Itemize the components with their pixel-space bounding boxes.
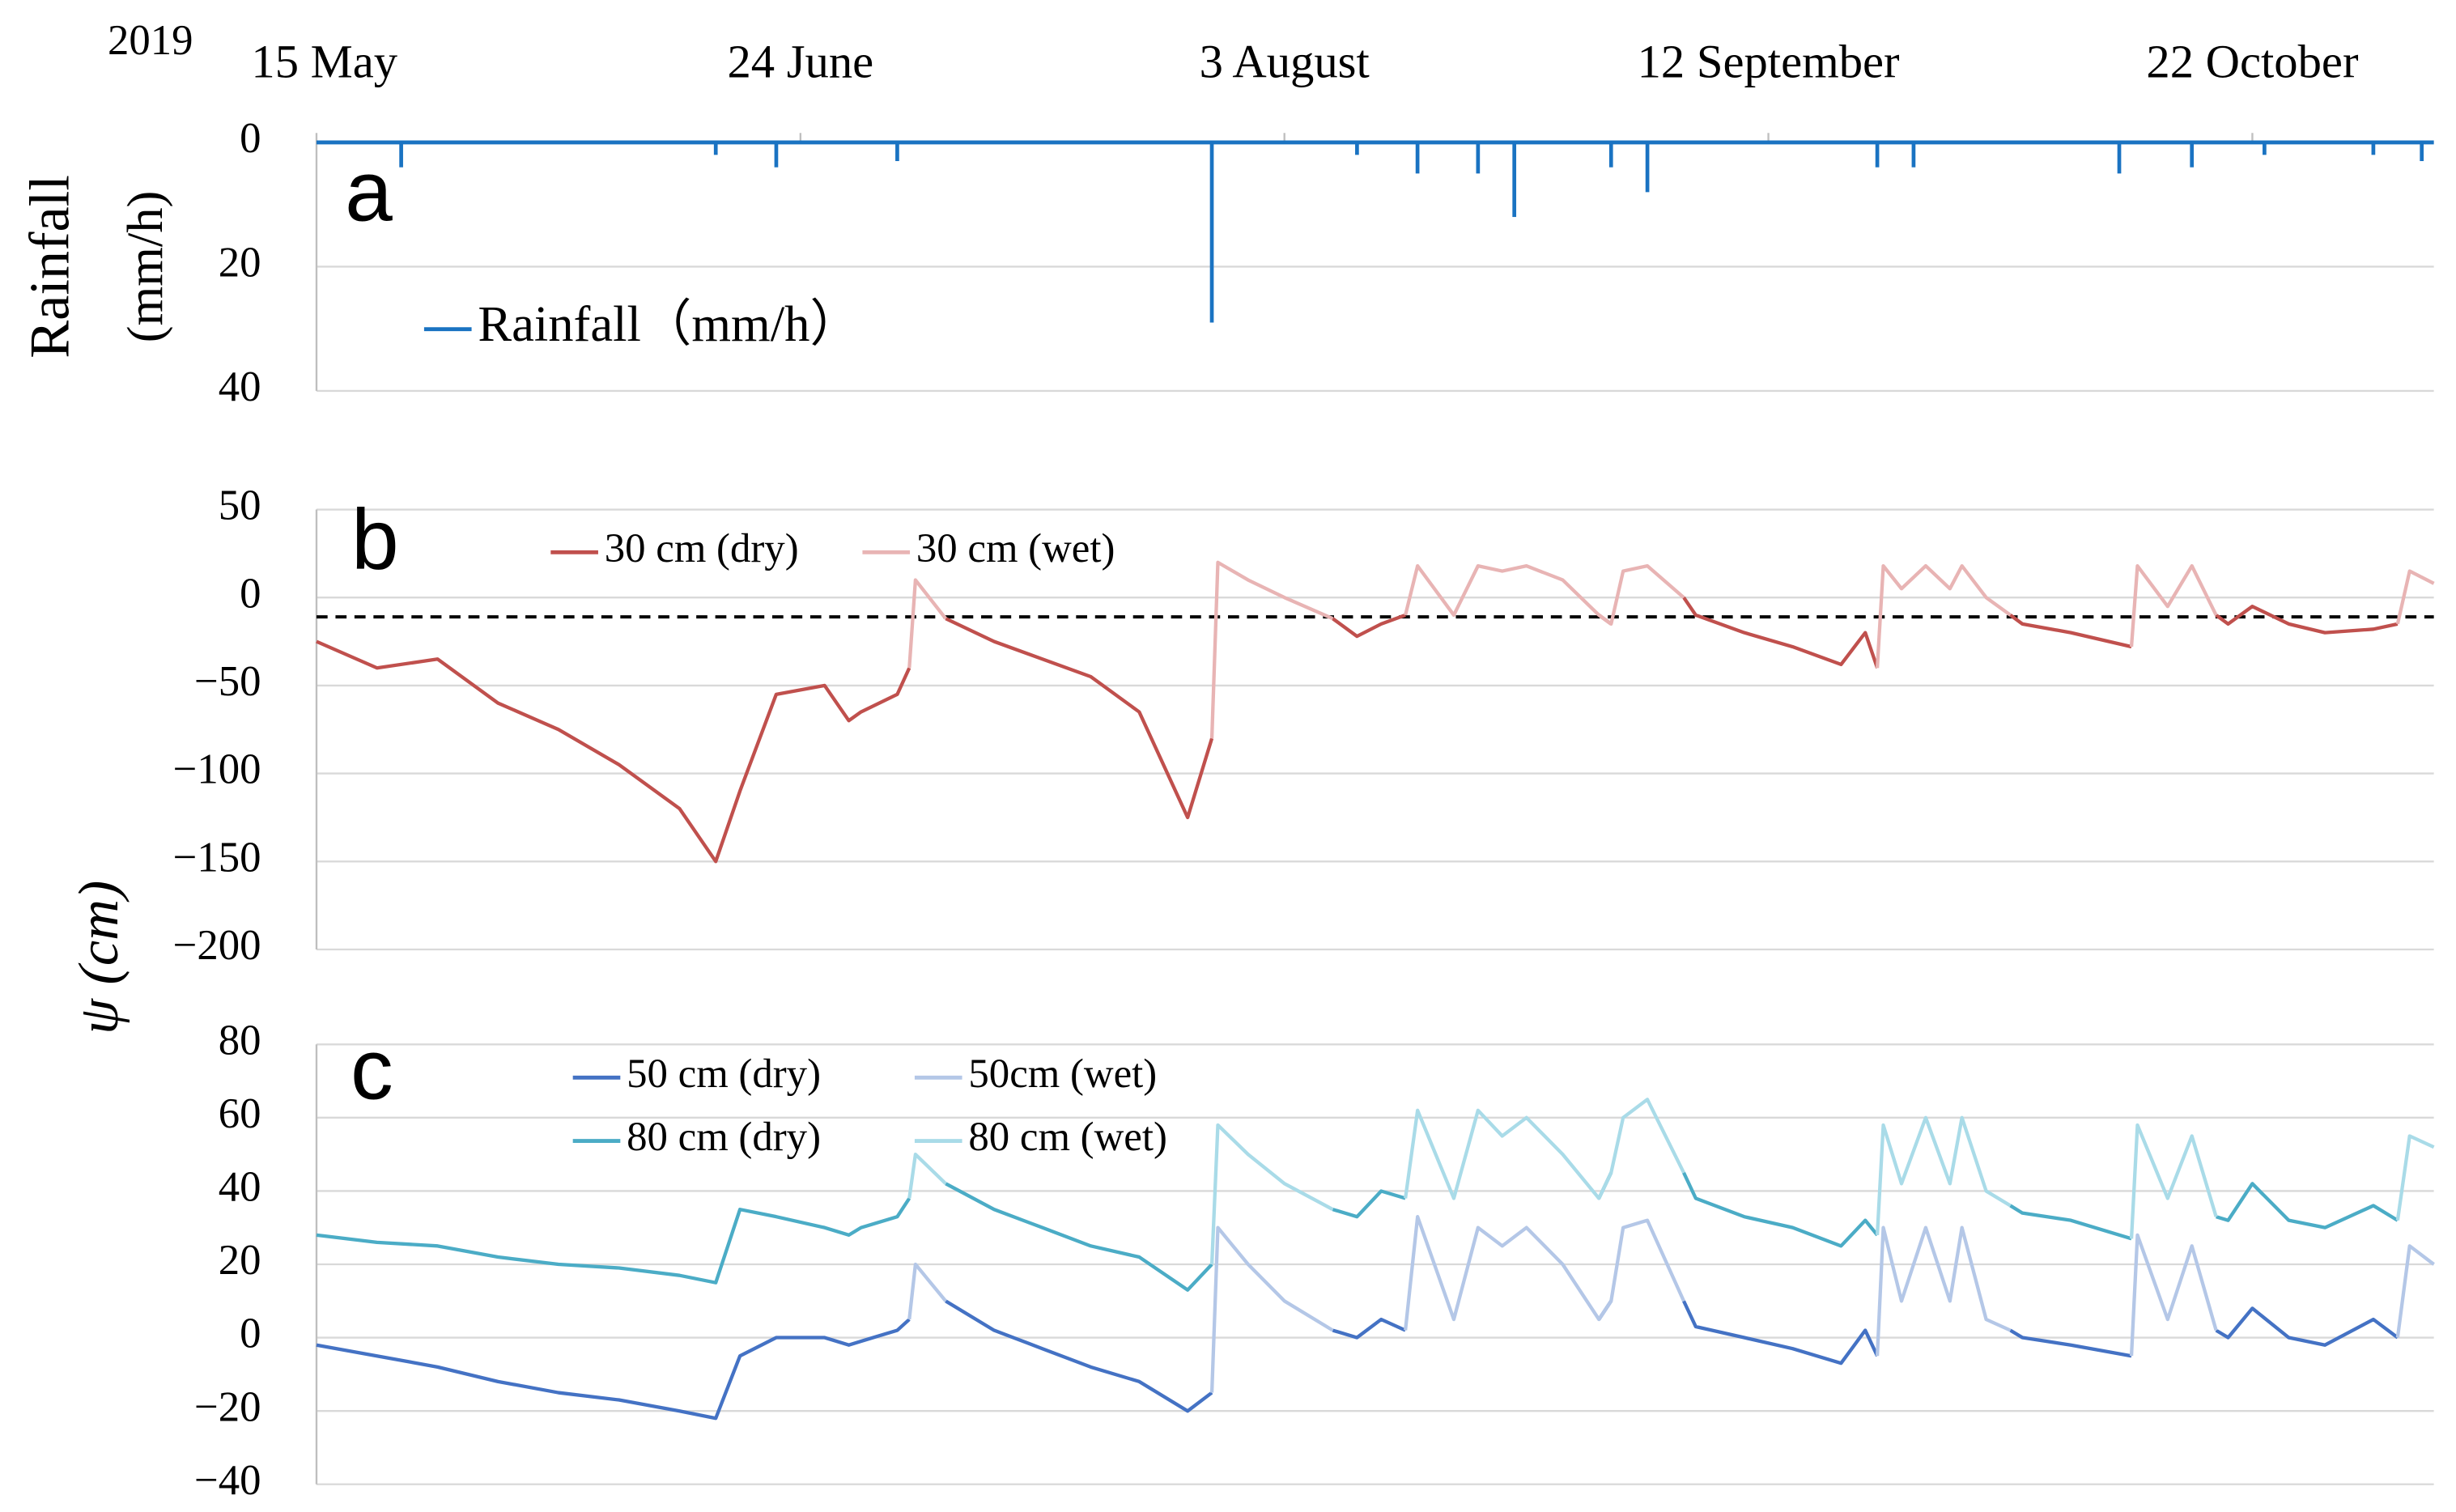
y-axis-label: (mm/h) <box>117 191 173 343</box>
legend-label: 30 cm (dry) <box>605 525 799 571</box>
series-line <box>316 1299 2399 1421</box>
x-tick-label: 12 September <box>1638 36 1900 88</box>
legend-label: 50 cm (dry) <box>627 1051 821 1096</box>
series-line <box>316 597 2399 864</box>
y-tick-label: −50 <box>194 658 261 705</box>
rain-bar <box>2371 142 2376 155</box>
panel-label: c <box>351 1021 393 1117</box>
series-line <box>907 1215 2435 1393</box>
y-tick-label: 0 <box>240 115 261 162</box>
series-line <box>907 560 2435 739</box>
rain-bar <box>1476 142 1481 174</box>
y-tick-label: 80 <box>219 1017 261 1064</box>
rain-bar <box>1875 142 1880 168</box>
y-tick-label: 20 <box>219 1237 261 1284</box>
x-tick-label: 3 August <box>1200 36 1370 88</box>
y-tick-label: 0 <box>240 1310 261 1357</box>
x-tick-label: 15 May <box>251 36 397 88</box>
legend-label: 80 cm (dry) <box>627 1114 821 1159</box>
x-tick-label: 22 October <box>2146 36 2358 88</box>
rain-bar <box>1355 142 1359 155</box>
panel-label: a <box>345 143 393 239</box>
rain-bar <box>2117 142 2122 174</box>
rain-bar <box>895 142 899 162</box>
y-tick-label: 20 <box>219 240 261 287</box>
rain-bar <box>1608 142 1613 168</box>
year-label: 2019 <box>108 17 193 64</box>
rain-bar <box>713 142 718 155</box>
y-tick-label: −100 <box>173 746 261 793</box>
panel-label: b <box>351 491 399 587</box>
legend-label: 30 cm (wet) <box>916 525 1115 571</box>
y-tick-label: −40 <box>194 1457 261 1504</box>
x-tick-label: 24 June <box>727 36 873 88</box>
legend-label: 80 cm (wet) <box>968 1114 1167 1159</box>
rain-bar <box>1209 142 1214 323</box>
rain-bar <box>1512 142 1517 218</box>
rain-bar <box>2190 142 2195 168</box>
rain-bar <box>774 142 779 168</box>
rain-bar <box>2420 142 2424 162</box>
y-tick-label: 40 <box>219 363 261 410</box>
y-tick-label: 50 <box>219 482 261 529</box>
y-axis-label: Rainfall <box>19 175 82 359</box>
y-tick-label: −200 <box>173 922 261 969</box>
rain-bar <box>1415 142 1420 174</box>
series-line <box>907 1098 2435 1265</box>
y-tick-label: 0 <box>240 570 261 617</box>
rain-bar <box>1911 142 1916 168</box>
y-tick-label: 60 <box>219 1090 261 1137</box>
legend-label: 50cm (wet) <box>968 1051 1157 1096</box>
legend-label: Rainfall（mm/h） <box>478 295 860 352</box>
y-tick-label: −20 <box>194 1383 261 1430</box>
rain-bar <box>1645 142 1650 193</box>
y-tick-label: −150 <box>173 834 261 881</box>
rain-bar <box>399 142 403 168</box>
shared-y-axis-label: ψ (cm) <box>67 881 130 1034</box>
y-tick-label: 40 <box>219 1164 261 1211</box>
rain-bar <box>2263 142 2267 155</box>
